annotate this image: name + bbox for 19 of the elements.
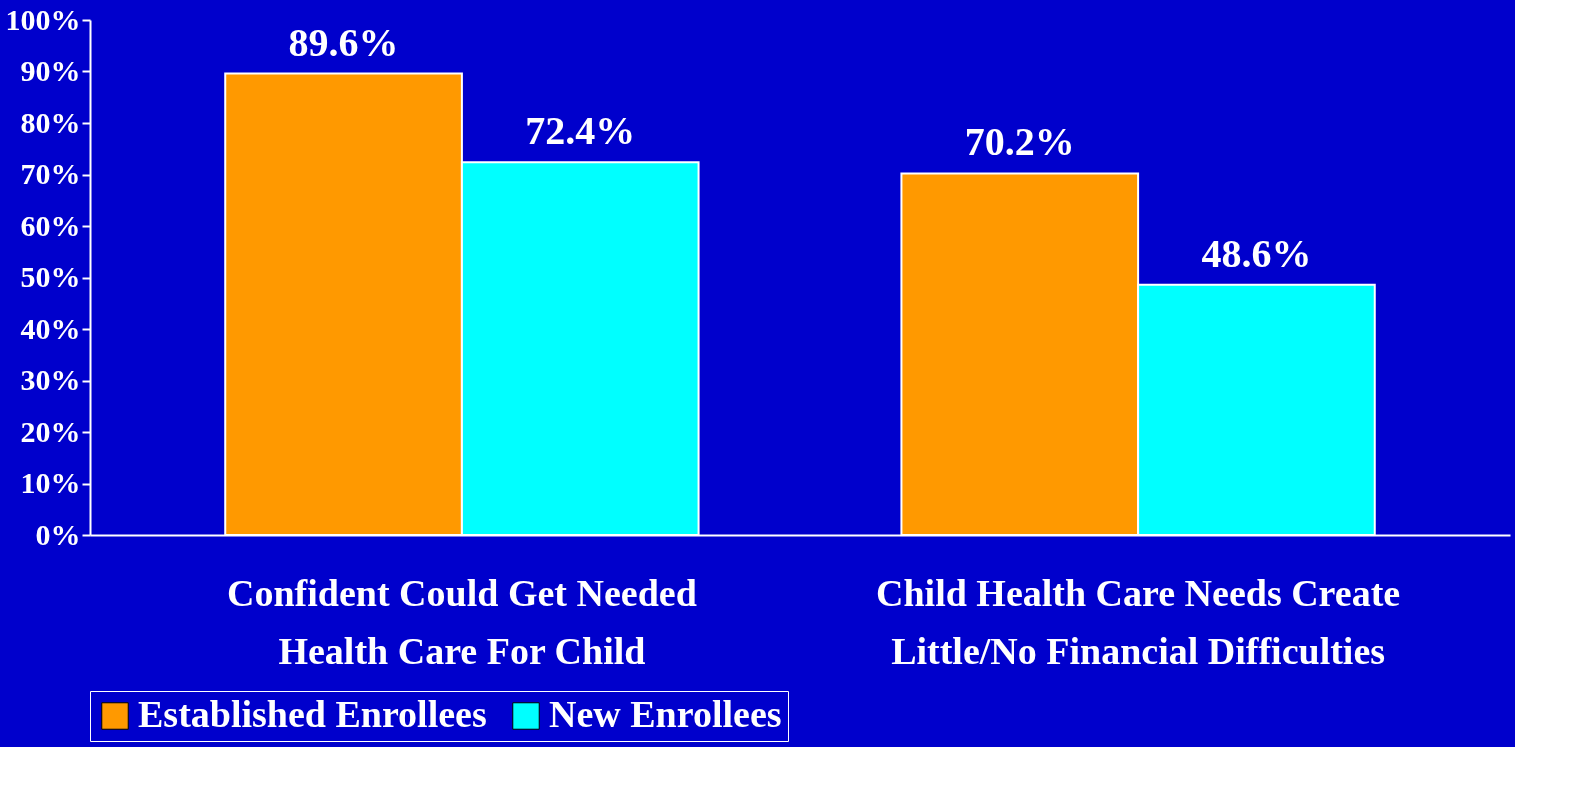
y-tick-label: 60% xyxy=(20,208,81,242)
x-tick-label: Confident Could Get Needed Health Care For Child xyxy=(227,571,697,672)
y-tick-label: 50% xyxy=(20,260,81,293)
y-tick-label: 30% xyxy=(20,363,81,396)
legend-label: New Enrollees xyxy=(549,693,782,735)
data-label: 89.6% xyxy=(288,19,399,65)
y-tick-label: 0% xyxy=(35,517,81,551)
y-tick-label: 70% xyxy=(20,157,81,190)
data-label: 48.6% xyxy=(1201,230,1312,276)
y-tick-label: 20% xyxy=(20,414,81,448)
x-tick-label: Child Health Care Needs Create Little/No Financial Difficulties xyxy=(875,571,1401,672)
y-tick-label: 10% xyxy=(20,466,81,499)
y-tick-label: 80% xyxy=(20,105,81,139)
legend-label: Established Enrollees xyxy=(138,693,487,735)
y-tick-label: 100% xyxy=(5,2,81,36)
y-tick-label: 40% xyxy=(20,311,81,345)
data-label: 70.2% xyxy=(964,119,1075,165)
data-label: 72.4% xyxy=(525,108,636,154)
y-tick-label: 90% xyxy=(20,54,81,87)
